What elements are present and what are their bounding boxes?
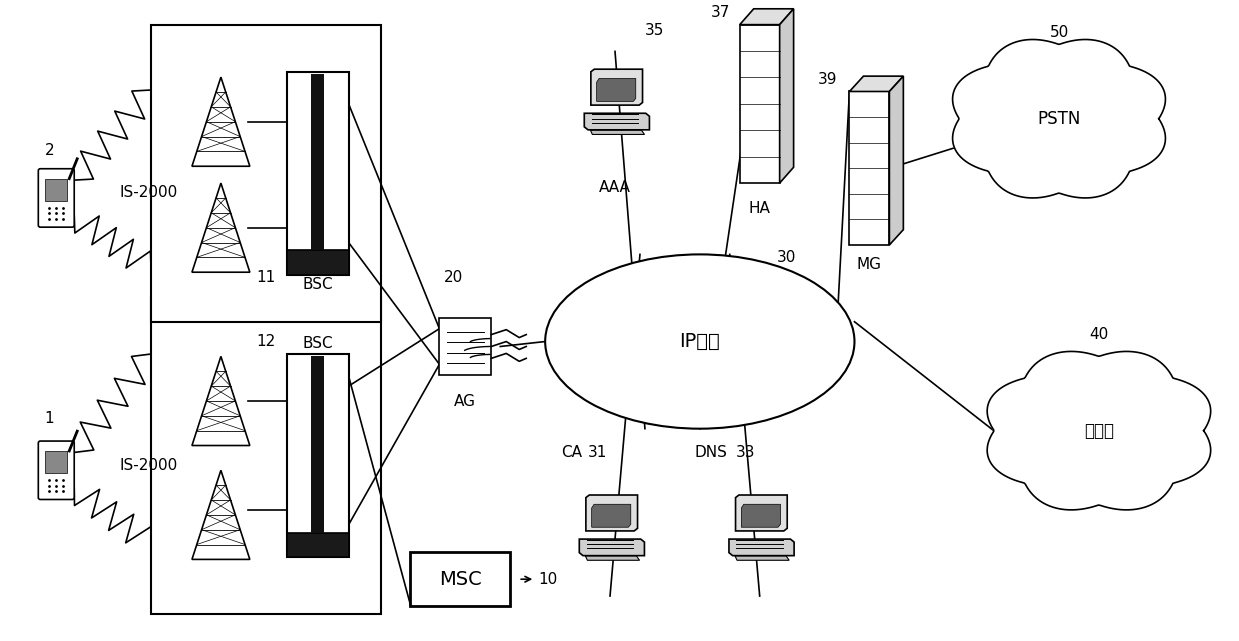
Polygon shape xyxy=(591,130,644,135)
Polygon shape xyxy=(953,40,1166,198)
Text: BSC: BSC xyxy=(302,337,333,351)
Text: 39: 39 xyxy=(818,72,838,87)
Polygon shape xyxy=(586,556,639,560)
Polygon shape xyxy=(192,183,250,272)
Polygon shape xyxy=(592,504,631,528)
Polygon shape xyxy=(597,78,636,101)
Polygon shape xyxy=(45,451,67,473)
Text: 33: 33 xyxy=(736,445,756,460)
Text: DNS: DNS xyxy=(695,445,727,460)
Polygon shape xyxy=(311,356,325,533)
Text: 2: 2 xyxy=(45,144,55,158)
Text: CA: CA xyxy=(561,445,582,460)
Text: 12: 12 xyxy=(256,333,275,349)
Text: PSTN: PSTN xyxy=(1037,110,1080,128)
FancyBboxPatch shape xyxy=(38,169,74,227)
Polygon shape xyxy=(585,113,649,130)
Polygon shape xyxy=(192,470,250,560)
Polygon shape xyxy=(591,69,643,105)
Text: 31: 31 xyxy=(589,445,607,460)
Text: 10: 10 xyxy=(538,572,558,587)
Polygon shape xyxy=(779,9,794,183)
Polygon shape xyxy=(192,77,250,166)
Text: 20: 20 xyxy=(444,270,463,285)
Polygon shape xyxy=(740,24,779,183)
Polygon shape xyxy=(729,539,794,556)
Polygon shape xyxy=(286,72,348,275)
Polygon shape xyxy=(736,495,787,531)
Text: AG: AG xyxy=(455,394,476,409)
Polygon shape xyxy=(45,179,67,201)
Polygon shape xyxy=(586,495,638,531)
Polygon shape xyxy=(286,533,348,557)
Text: 37: 37 xyxy=(710,4,730,20)
Text: HA: HA xyxy=(748,201,771,216)
Text: IS-2000: IS-2000 xyxy=(120,458,178,473)
Polygon shape xyxy=(192,356,250,445)
Polygon shape xyxy=(151,297,380,614)
Polygon shape xyxy=(440,318,492,375)
Text: AAA: AAA xyxy=(600,180,631,195)
Polygon shape xyxy=(850,92,890,245)
Text: MG: MG xyxy=(857,257,882,272)
Text: IS-2000: IS-2000 xyxy=(120,185,178,201)
Text: 1: 1 xyxy=(45,411,55,426)
Polygon shape xyxy=(580,539,644,556)
Polygon shape xyxy=(286,354,348,557)
Text: 50: 50 xyxy=(1049,24,1068,40)
Text: 因特网: 因特网 xyxy=(1084,422,1114,440)
Text: BSC: BSC xyxy=(302,277,333,292)
FancyBboxPatch shape xyxy=(38,441,74,499)
Polygon shape xyxy=(740,9,794,24)
Text: 35: 35 xyxy=(646,22,664,38)
Polygon shape xyxy=(741,504,781,528)
Text: 30: 30 xyxy=(777,250,797,265)
Polygon shape xyxy=(151,24,380,322)
Ellipse shape xyxy=(545,254,855,429)
Polygon shape xyxy=(987,351,1211,510)
Polygon shape xyxy=(890,76,903,245)
Text: MSC: MSC xyxy=(439,570,482,588)
Polygon shape xyxy=(735,556,789,560)
Text: 11: 11 xyxy=(256,270,275,285)
Text: IP网络: IP网络 xyxy=(679,332,720,351)
Text: 40: 40 xyxy=(1089,327,1109,342)
Polygon shape xyxy=(850,76,903,92)
Polygon shape xyxy=(410,552,510,606)
Polygon shape xyxy=(286,251,348,275)
Polygon shape xyxy=(311,74,325,251)
